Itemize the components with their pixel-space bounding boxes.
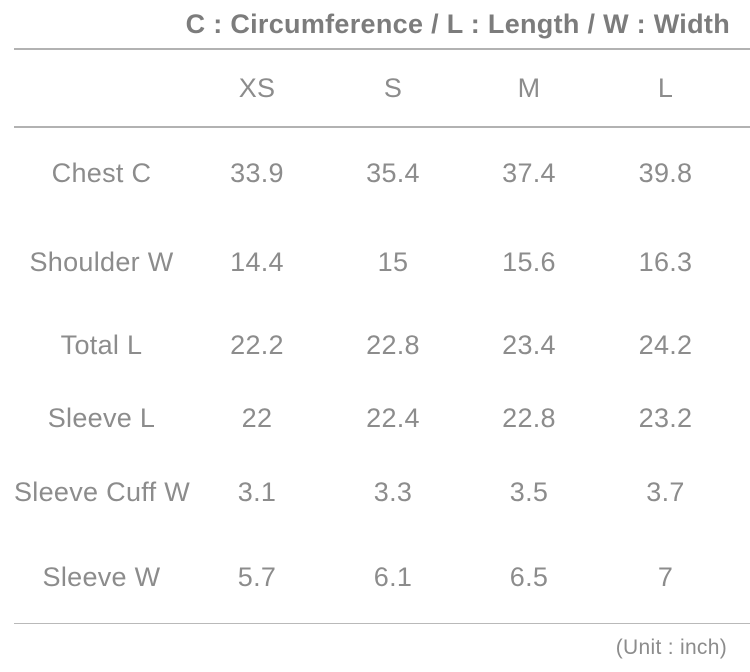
cell-value: 16.3	[638, 247, 693, 277]
cell-value: 7	[657, 562, 674, 592]
cell-value: 22	[241, 403, 273, 433]
column-header-l: L	[657, 72, 674, 103]
row-label: Sleeve Cuff W	[14, 477, 190, 507]
cell-value: 15.6	[502, 247, 556, 277]
cell-value: 22.4	[366, 403, 420, 433]
legend-title: C : Circumference / L : Length / W : Wid…	[185, 8, 730, 39]
table-row-sleeve-width: Sleeve W 5.7 6.1 6.5 7	[14, 532, 734, 623]
cell-value: 6.1	[373, 562, 413, 592]
size-header-row: XS S M L	[14, 50, 734, 126]
cell-value: 15	[377, 247, 409, 277]
corner-cell	[14, 50, 189, 126]
bottom-divider	[14, 623, 750, 624]
row-label: Total L	[60, 329, 143, 360]
cell-value: 3.7	[646, 477, 685, 507]
column-header-s: S	[383, 72, 403, 103]
cell-value: 6.5	[509, 562, 549, 592]
unit-note: (Unit : inch)	[615, 636, 727, 659]
cell-value: 3.1	[237, 477, 277, 507]
table-row-shoulder: Shoulder W 14.4 15 15.6 16.3	[14, 219, 734, 306]
table-row-sleeve-length: Sleeve L 22 22.4 22.8 23.2	[14, 384, 734, 453]
column-header-xs: XS	[238, 72, 276, 103]
cell-value: 22.8	[366, 329, 420, 360]
row-label: Chest C	[51, 158, 152, 188]
cell-value: 14.4	[230, 247, 284, 277]
table-row-sleeve-cuff: Sleeve Cuff W 3.1 3.3 3.5 3.7	[14, 453, 734, 532]
cell-value: 23.4	[502, 329, 556, 360]
header-divider	[14, 126, 750, 128]
cell-value: 33.9	[230, 158, 284, 188]
top-divider	[14, 48, 750, 50]
cell-value: 37.4	[502, 158, 556, 188]
measurement-table: Chest C 33.9 35.4 37.4 39.8 Shoulder W 1…	[14, 128, 734, 623]
row-label: Shoulder W	[29, 247, 174, 277]
cell-value: 3.5	[509, 477, 549, 507]
cell-value: 24.2	[638, 329, 693, 360]
table-row-total-length: Total L 22.2 22.8 23.4 24.2	[14, 306, 734, 384]
row-label: Sleeve L	[47, 403, 156, 433]
column-header-m: M	[517, 72, 541, 103]
size-chart: C : Circumference / L : Length / W : Wid…	[14, 0, 750, 672]
cell-value: 23.2	[638, 403, 693, 433]
cell-value: 39.8	[638, 158, 693, 188]
cell-value: 22.2	[230, 329, 284, 360]
cell-value: 35.4	[366, 158, 420, 188]
table-row: XS S M L	[14, 50, 734, 126]
table-row-chest: Chest C 33.9 35.4 37.4 39.8	[14, 128, 734, 219]
cell-value: 3.3	[373, 477, 413, 507]
cell-value: 22.8	[502, 403, 556, 433]
row-label: Sleeve W	[42, 562, 161, 592]
cell-value: 5.7	[237, 562, 277, 592]
